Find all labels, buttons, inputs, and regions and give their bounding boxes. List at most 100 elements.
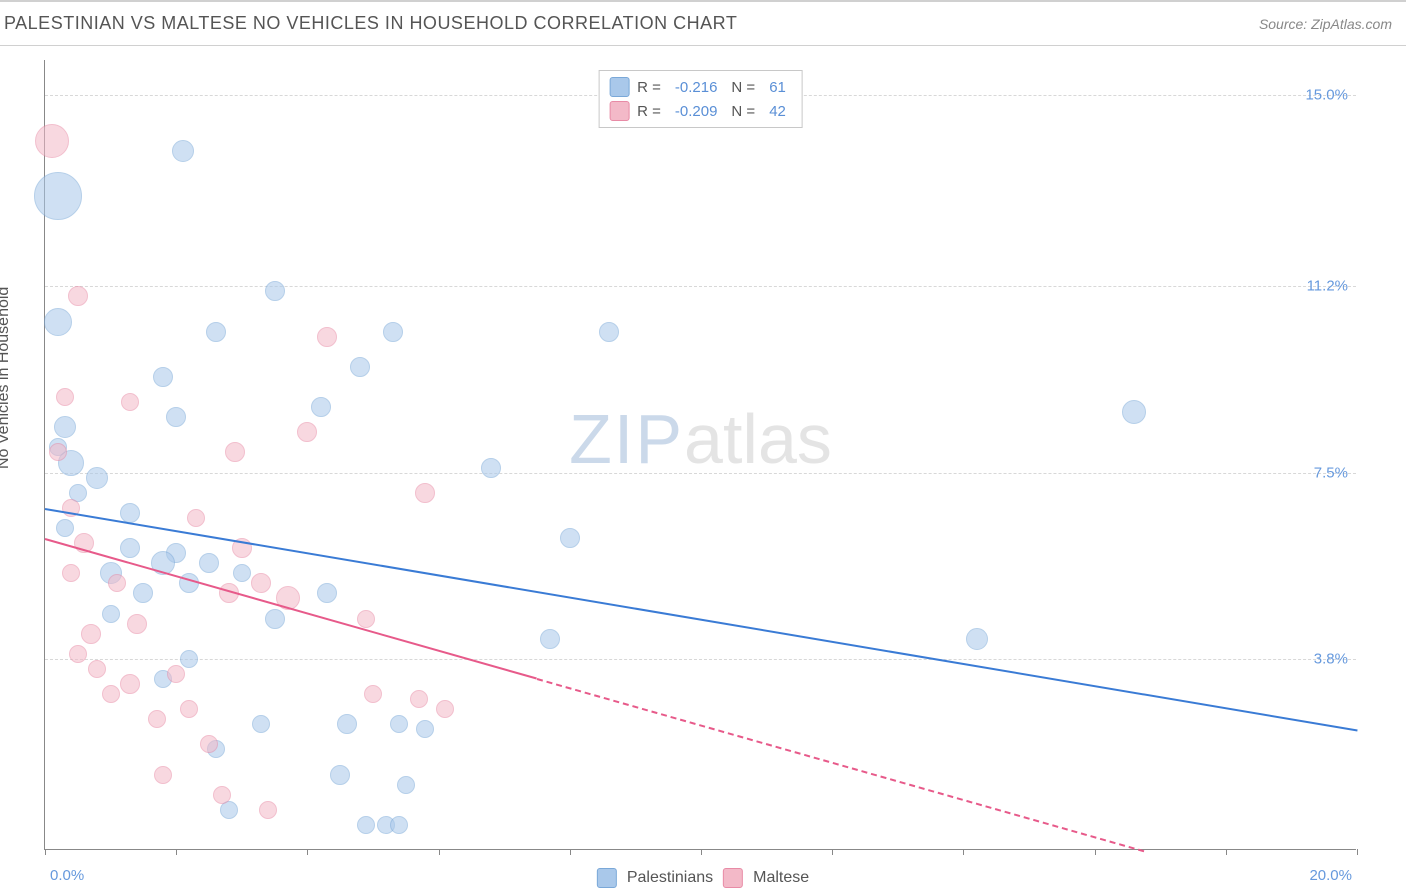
- data-point: [86, 467, 108, 489]
- x-tick: [439, 849, 440, 855]
- data-point: [233, 564, 251, 582]
- chart-header: PALESTINIAN VS MALTESE NO VEHICLES IN HO…: [0, 0, 1406, 46]
- x-tick: [963, 849, 964, 855]
- y-tick-label: 15.0%: [1305, 87, 1348, 104]
- data-point: [166, 407, 186, 427]
- data-point: [350, 357, 370, 377]
- n-value-maltese: 42: [769, 103, 786, 120]
- data-point: [410, 690, 428, 708]
- data-point: [225, 442, 245, 462]
- data-point: [199, 553, 219, 573]
- data-point: [172, 140, 194, 162]
- data-point: [88, 660, 106, 678]
- swatch-palestinians-bottom: [597, 868, 617, 888]
- data-point: [364, 685, 382, 703]
- y-tick-label: 11.2%: [1307, 278, 1348, 295]
- data-point: [180, 650, 198, 668]
- data-point: [390, 715, 408, 733]
- data-point: [154, 766, 172, 784]
- data-point: [127, 614, 147, 634]
- watermark-zip: ZIP: [569, 400, 684, 478]
- correlation-legend: R = -0.216 N = 61 R = -0.209 N = 42: [598, 70, 803, 128]
- data-point: [102, 685, 120, 703]
- swatch-palestinians: [609, 77, 629, 97]
- data-point: [69, 645, 87, 663]
- x-tick: [176, 849, 177, 855]
- data-point: [966, 628, 988, 650]
- r-label: R =: [637, 103, 661, 120]
- data-point: [1122, 400, 1146, 424]
- trend-line: [45, 508, 1357, 731]
- data-point: [252, 715, 270, 733]
- legend-row-palestinians: R = -0.216 N = 61: [609, 75, 792, 99]
- data-point: [560, 528, 580, 548]
- data-point: [34, 172, 82, 220]
- x-axis-max-label: 20.0%: [1309, 867, 1352, 884]
- swatch-maltese: [609, 101, 629, 121]
- data-point: [108, 574, 126, 592]
- data-point: [337, 714, 357, 734]
- x-axis-min-label: 0.0%: [50, 867, 84, 884]
- data-point: [81, 624, 101, 644]
- data-point: [357, 816, 375, 834]
- y-axis-label: No Vehicles in Household: [0, 287, 13, 469]
- y-tick-label: 7.5%: [1314, 464, 1348, 481]
- data-point: [259, 801, 277, 819]
- data-point: [120, 674, 140, 694]
- r-label: R =: [637, 79, 661, 96]
- data-point: [599, 322, 619, 342]
- data-point: [187, 509, 205, 527]
- x-tick: [307, 849, 308, 855]
- data-point: [383, 322, 403, 342]
- data-point: [56, 519, 74, 537]
- y-tick-label: 3.8%: [1314, 650, 1348, 667]
- data-point: [390, 816, 408, 834]
- gridline: [45, 659, 1356, 660]
- n-label: N =: [731, 103, 755, 120]
- watermark-atlas: atlas: [684, 400, 832, 478]
- data-point: [68, 286, 88, 306]
- data-point: [265, 609, 285, 629]
- data-point: [44, 308, 72, 336]
- data-point: [120, 538, 140, 558]
- data-point: [49, 443, 67, 461]
- legend-label-palestinians: Palestinians: [627, 869, 713, 887]
- data-point: [62, 564, 80, 582]
- r-value-maltese: -0.209: [675, 103, 718, 120]
- legend-label-maltese: Maltese: [753, 869, 809, 887]
- x-tick: [701, 849, 702, 855]
- x-tick: [832, 849, 833, 855]
- data-point: [540, 629, 560, 649]
- data-point: [213, 786, 231, 804]
- data-point: [436, 700, 454, 718]
- data-point: [148, 710, 166, 728]
- x-tick: [1095, 849, 1096, 855]
- data-point: [153, 367, 173, 387]
- x-tick: [45, 849, 46, 855]
- gridline: [45, 473, 1356, 474]
- data-point: [311, 397, 331, 417]
- data-point: [317, 583, 337, 603]
- r-value-palestinians: -0.216: [675, 79, 718, 96]
- data-point: [102, 605, 120, 623]
- gridline: [45, 286, 1356, 287]
- x-tick: [570, 849, 571, 855]
- data-point: [180, 700, 198, 718]
- data-point: [317, 327, 337, 347]
- plot-region: ZIPatlas R = -0.216 N = 61 R = -0.209 N …: [44, 60, 1356, 850]
- chart-area: No Vehicles in Household ZIPatlas R = -0…: [0, 46, 1406, 892]
- data-point: [397, 776, 415, 794]
- data-point: [265, 281, 285, 301]
- data-point: [330, 765, 350, 785]
- data-point: [56, 388, 74, 406]
- chart-title: PALESTINIAN VS MALTESE NO VEHICLES IN HO…: [4, 13, 737, 34]
- data-point: [481, 458, 501, 478]
- data-point: [121, 393, 139, 411]
- data-point: [357, 610, 375, 628]
- source-attribution: Source: ZipAtlas.com: [1259, 16, 1392, 32]
- n-value-palestinians: 61: [769, 79, 786, 96]
- swatch-maltese-bottom: [723, 868, 743, 888]
- data-point: [35, 124, 69, 158]
- data-point: [167, 665, 185, 683]
- data-point: [251, 573, 271, 593]
